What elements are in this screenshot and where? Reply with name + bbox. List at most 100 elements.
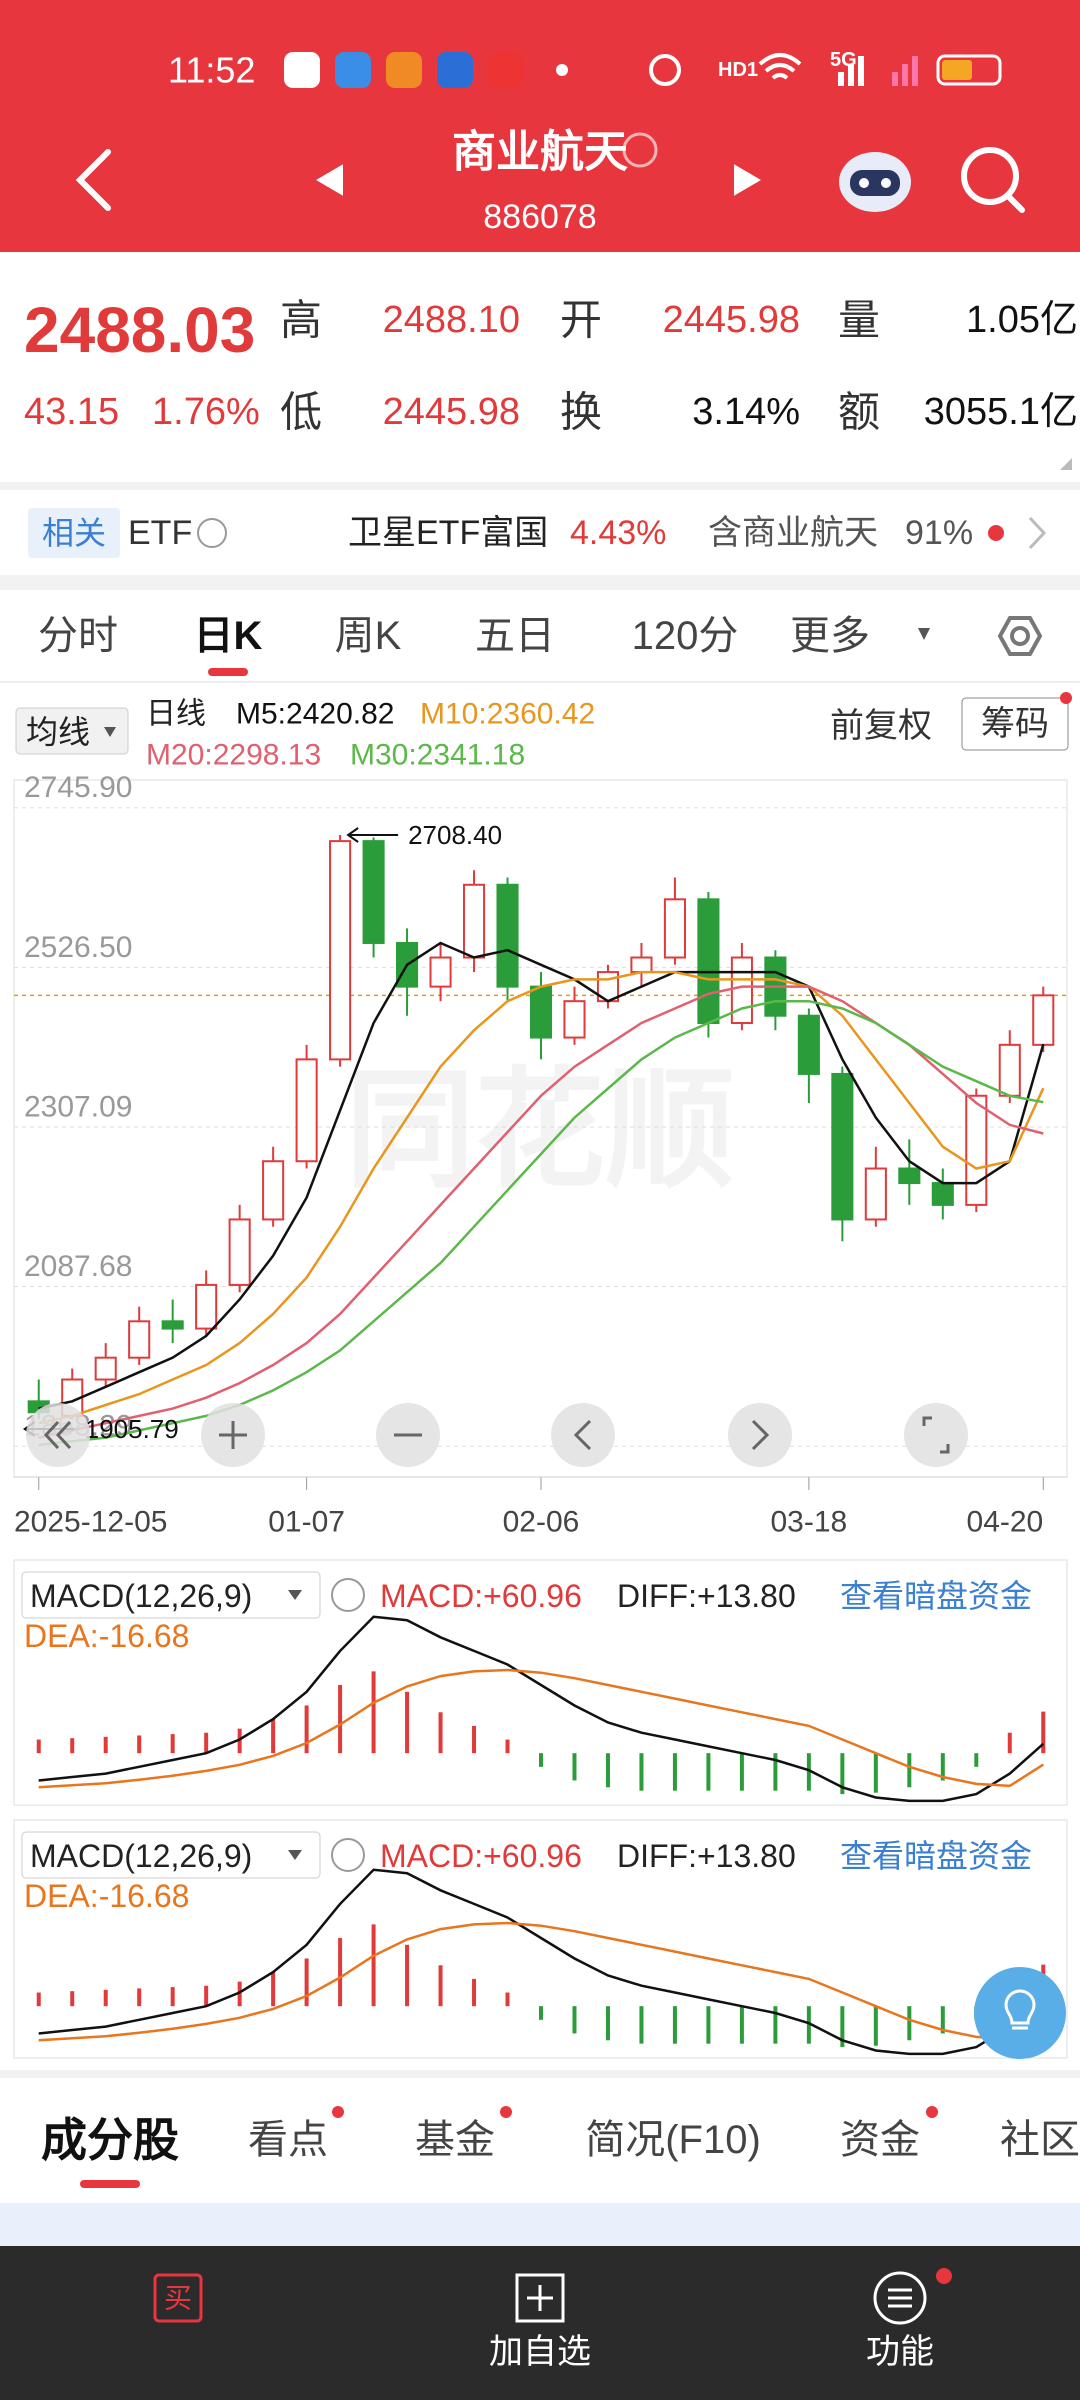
tab[interactable]: 更多 [790,614,870,658]
macd-bar [639,1753,644,1791]
tab[interactable]: 周K [335,614,402,658]
macd-bar [304,1958,309,2007]
macd-title: MACD(12,26,9) [30,1838,252,1874]
macd-bar [338,1685,343,1754]
bottom-tab[interactable]: 资金 [840,2118,920,2162]
tab[interactable]: 分时 [38,614,118,658]
candle-body [630,956,653,974]
dot [1060,692,1072,704]
candle-body [94,1356,117,1381]
nav-icons[interactable]: 买 [153,2268,952,2325]
dea-value: DEA:-16.68 [24,1618,189,1654]
macd-bar [907,1753,912,1788]
macd-bar [505,1992,510,2007]
macd-bar [806,2006,811,2044]
link[interactable]: 查看暗盘资金 [840,1578,1032,1614]
dea-line [38,1668,1044,1789]
quote-field: 3055.1亿 [924,391,1078,433]
bottom-tab[interactable]: 看点 [248,2118,328,2162]
help-icon[interactable] [331,1578,365,1612]
adjust[interactable]: 前复权 [830,707,932,745]
macd-bar [1041,1711,1046,1754]
macd-title-box[interactable] [21,1571,321,1619]
candle-body [697,898,720,1025]
candle-body [228,1218,251,1286]
indicator-box[interactable] [15,707,129,755]
legend-entry: M30:2341.18 [350,739,525,772]
etf-badge-text: 相关 [42,515,106,551]
chip[interactable]: 筹码 [981,705,1049,743]
status-badge: HD1 [718,59,758,81]
macd-bar [271,1719,276,1754]
dea-value: DEA:-16.68 [24,1878,189,1914]
macd-bar [371,1924,376,2007]
dot [926,2106,938,2118]
settings-icon[interactable] [997,616,1043,656]
macd-bar [70,1738,75,1754]
tabs-bg [0,2078,1080,2203]
header-icons[interactable] [75,132,1025,213]
diff-line [38,1868,1045,2056]
candle-body [529,985,553,1039]
macd-bar [36,1739,41,1754]
link[interactable]: 查看暗盘资金 [840,1838,1032,1874]
tab[interactable]: 五日 [475,614,555,658]
macd-bar [840,1753,845,1795]
ma-line [38,941,1045,1410]
candle-body [831,1072,854,1221]
button-icon [922,1416,950,1454]
nav-item[interactable]: 功能 [866,2333,934,2371]
macd-bar [907,2006,912,2041]
etf-name[interactable]: 卫星ETF富国 [348,514,548,552]
header-bg [0,0,1080,252]
help-icon[interactable] [197,518,227,548]
change-pct: 1.76% [152,391,260,433]
candle-body [496,883,519,988]
candle-body [730,956,753,1025]
macd-bar [237,1981,242,2007]
quote-field: 换 [560,389,602,436]
assistant-button[interactable] [974,1967,1066,2059]
quote-bg [0,252,1080,482]
macd-frame [13,1559,1068,1806]
macd-value: MACD:+60.96 [380,1578,582,1614]
bottom-tab[interactable]: 基金 [415,2118,495,2162]
macd-bar [137,1735,142,1754]
chart-button[interactable] [904,1403,968,1467]
dropdown-arrow [288,1590,302,1600]
etf-pct: 4.43% [570,514,666,552]
bottom-tab[interactable]: 成分股 [41,2114,179,2166]
legend-entry: M5:2420.82 [236,698,394,731]
tab[interactable]: 120分 [632,614,739,658]
macd-bar [572,1753,577,1781]
macd-bar [36,1992,41,2007]
bottom-tab[interactable]: 社区 [1000,2118,1080,2162]
macd-frame [13,1819,1068,2059]
candle-body [161,1320,184,1330]
macd-bar [806,1753,811,1791]
macd-bar [170,1734,175,1754]
etf-label: ETF [128,514,192,552]
bottom-tab[interactable]: 简况(F10) [585,2118,761,2162]
macd-title-box[interactable] [21,1831,321,1879]
nav-item[interactable]: 加自选 [489,2333,591,2371]
code: 886078 [483,198,596,236]
chip-box[interactable] [961,697,1069,751]
chart-button[interactable] [728,1403,792,1467]
macd-bar [472,1725,477,1754]
legend-entry: M20:2298.13 [146,739,321,772]
macd-bar [773,1753,778,1791]
corner-mark [1060,458,1072,470]
chart-button[interactable] [551,1403,615,1467]
price: 2488.03 [24,294,255,366]
quote-field: 2488.10 [383,299,520,341]
tab-underline [80,2180,140,2188]
etf-bg [0,490,1080,575]
annotation: 2708.40 [408,820,502,850]
chevron[interactable] [1028,516,1047,550]
annotation-arrow [346,827,399,843]
tab[interactable]: 日K [194,614,263,658]
help-icon[interactable] [331,1838,365,1872]
candle-body [329,840,352,1061]
watermark: 同花顺 [345,1057,735,1203]
